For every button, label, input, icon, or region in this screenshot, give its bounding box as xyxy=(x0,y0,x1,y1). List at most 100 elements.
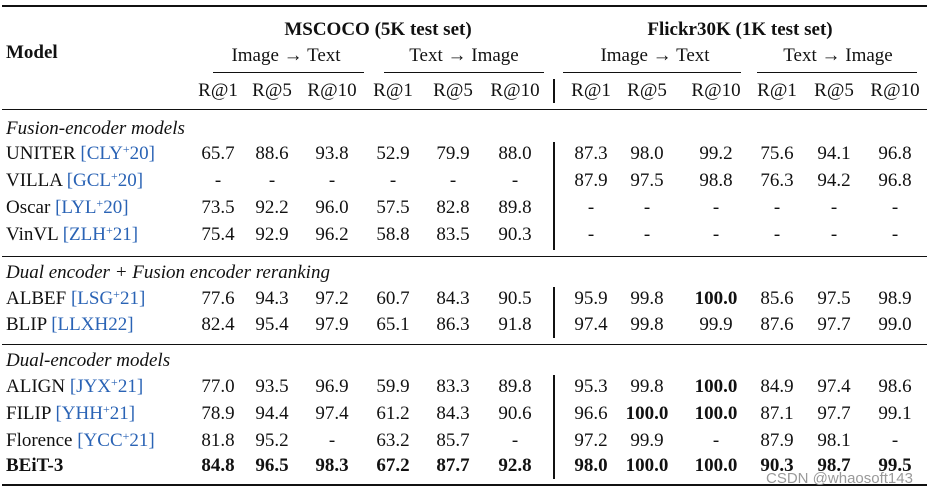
flickr-txt2img-rule xyxy=(757,72,917,73)
metric-value: 77.6 xyxy=(201,288,235,309)
citation-key: [GCL xyxy=(66,170,112,191)
metric-value: 98.0 xyxy=(630,143,664,164)
group-title: Dual-encoder models xyxy=(6,350,171,371)
metric-value: 87.7 xyxy=(436,455,470,476)
metric-value: 100.0 xyxy=(694,455,738,476)
metric-value: 81.8 xyxy=(201,430,235,451)
citation-year: 21] xyxy=(117,376,144,397)
citation-link[interactable]: [YHH+21] xyxy=(55,403,135,424)
metric-value: 76.3 xyxy=(760,170,794,191)
metric-value: 94.4 xyxy=(255,403,289,424)
metric-value: - xyxy=(891,197,899,218)
metric-value: 100.0 xyxy=(625,403,669,424)
metric-value: - xyxy=(712,430,720,451)
watermark: CSDN @whaosoft143 xyxy=(766,470,913,487)
metric-value: 83.5 xyxy=(436,224,470,245)
citation-year: 20] xyxy=(103,197,129,218)
citation-superscript: + xyxy=(111,375,118,389)
metric-value: 75.4 xyxy=(201,224,235,245)
metric-value: 57.5 xyxy=(376,197,410,218)
metric-value: 59.9 xyxy=(376,376,410,397)
model-name-cell: ALIGN [JYX+21] xyxy=(6,376,143,398)
metric-value: 60.7 xyxy=(376,288,410,309)
metric-value: 97.4 xyxy=(574,314,608,335)
metric-value: 86.3 xyxy=(436,314,470,335)
group-title: Dual encoder + Fusion encoder reranking xyxy=(6,262,330,283)
metric-value: 93.5 xyxy=(255,376,289,397)
metric-value: - xyxy=(449,170,457,191)
metric-value: 88.6 xyxy=(255,143,289,164)
metric-value: - xyxy=(773,197,781,218)
metric-value: - xyxy=(712,224,720,245)
metric-value: 99.1 xyxy=(878,403,912,424)
model-name: FILIP xyxy=(6,403,51,424)
citation-link[interactable]: [LYL+20] xyxy=(55,197,128,218)
metric-value: 88.0 xyxy=(498,143,532,164)
metric-value: - xyxy=(328,170,336,191)
metric-value: 78.9 xyxy=(201,403,235,424)
model-name-cell: Oscar [LYL+20] xyxy=(6,197,129,219)
metric-value: 93.8 xyxy=(315,143,349,164)
metric-value: 97.9 xyxy=(315,314,349,335)
citation-link[interactable]: [JYX+21] xyxy=(70,376,143,397)
citation-link[interactable]: [LSG+21] xyxy=(71,288,145,309)
metric-value: 97.4 xyxy=(315,403,349,424)
metric-value: 90.6 xyxy=(498,403,532,424)
metric-value: 84.9 xyxy=(760,376,794,397)
citation-year: 21] xyxy=(109,403,136,424)
metric-value: 79.9 xyxy=(436,143,470,164)
metric-value: 96.6 xyxy=(574,403,608,424)
metric-value: 99.9 xyxy=(699,314,733,335)
metric-value: 84.8 xyxy=(201,455,235,476)
group2-top-rule xyxy=(2,256,927,257)
metric-value: - xyxy=(643,224,651,245)
model-name: BLIP xyxy=(6,314,47,335)
direction-header: Image → Text xyxy=(600,45,710,66)
citation-link[interactable]: [CLY+20] xyxy=(80,143,155,164)
metric-header: R@1 xyxy=(757,80,797,101)
metric-value: 94.1 xyxy=(817,143,851,164)
metric-value: 85.6 xyxy=(760,288,794,309)
citation-link[interactable]: [ZLH+21] xyxy=(63,224,138,245)
citation-link[interactable]: [YCC+21] xyxy=(77,430,155,451)
metric-header: R@5 xyxy=(814,80,854,101)
dataset-separator-group2 xyxy=(553,287,555,338)
metric-value: 85.7 xyxy=(436,430,470,451)
model-name: BEiT-3 xyxy=(6,455,64,476)
model-column-header: Model xyxy=(6,42,58,63)
metric-value: 91.8 xyxy=(498,314,532,335)
metric-value: 87.6 xyxy=(760,314,794,335)
metric-value: 99.9 xyxy=(630,430,664,451)
model-name-cell: BEiT-3 xyxy=(6,455,63,477)
group3-top-rule xyxy=(2,344,927,345)
metric-value: 96.9 xyxy=(315,376,349,397)
metric-value: 83.3 xyxy=(436,376,470,397)
dataset-separator-group1 xyxy=(553,142,555,250)
citation-key: [YCC xyxy=(77,430,123,451)
metric-value: 65.7 xyxy=(201,143,235,164)
metric-value: 82.8 xyxy=(436,197,470,218)
metric-value: - xyxy=(830,197,838,218)
flickr-img2txt-rule xyxy=(563,72,741,73)
metric-value: - xyxy=(773,224,781,245)
metric-value: 99.0 xyxy=(878,314,912,335)
citation-superscript: + xyxy=(102,402,110,416)
mscoco-img2txt-rule xyxy=(213,72,364,73)
metric-header: R@10 xyxy=(490,80,540,101)
metric-value: 96.8 xyxy=(878,170,912,191)
metric-value: 89.8 xyxy=(498,376,532,397)
citation-link[interactable]: [GCL+20] xyxy=(67,170,143,191)
citation-link[interactable]: [LLXH22] xyxy=(51,314,133,335)
citation-key: [CLY xyxy=(80,143,123,164)
metric-value: 95.2 xyxy=(255,430,289,451)
metric-value: 73.5 xyxy=(201,197,235,218)
metric-value: 99.8 xyxy=(630,376,664,397)
model-name-cell: VinVL [ZLH+21] xyxy=(6,224,138,246)
metric-value: 96.0 xyxy=(315,197,349,218)
citation-superscript: + xyxy=(111,169,118,183)
metric-value: 77.0 xyxy=(201,376,235,397)
metric-value: 96.2 xyxy=(315,224,349,245)
model-name-cell: FILIP [YHH+21] xyxy=(6,403,135,425)
citation-superscript: + xyxy=(122,142,130,156)
metric-value: 98.0 xyxy=(574,455,608,476)
